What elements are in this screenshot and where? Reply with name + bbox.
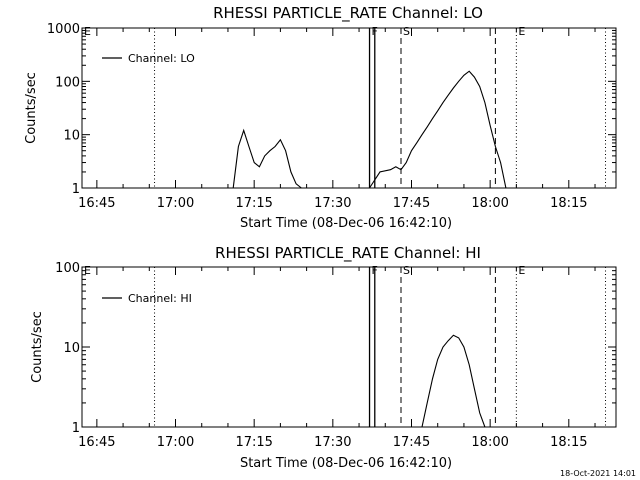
x-axis-label-lo: Start Time (08-Dec-06 16:42:10) [240,216,452,231]
x-tick-label-hi: 18:00 [471,435,508,450]
y-tick-label-lo: 100 [55,75,80,90]
timestamp-label: 18-Oct-2021 14:01 [560,469,636,478]
series-line-lo [232,70,507,189]
plot-area-lo: 16:45 17:00 17:15 17:30 17:45 18:00 18:15 1 10 10… [47,22,617,211]
x-tick-label-lo: 18:00 [471,196,508,211]
x-tick-label-hi: 16:45 [78,435,115,450]
plot-frame-hi [81,266,617,428]
marker-flag-lo: F [372,25,378,38]
legend-label-hi: Channel: HI [128,292,192,305]
x-tick-label-hi: 17:45 [393,435,430,450]
y-tick-label-hi: 10 [63,341,80,356]
y-tick-label-lo: 10 [63,129,80,144]
plot-area-hi: 16:45 17:00 17:15 17:30 17:45 18:00 18:15 1 10 10… [55,261,617,450]
marker-flag-hi: E [518,264,525,277]
y-tick-label-lo: 1000 [47,22,80,37]
marker-flag-hi: F [372,264,378,277]
chart-title-hi: RHESSI PARTICLE_RATE Channel: HI [215,244,481,263]
x-axis-label-hi: Start Time (08-Dec-06 16:42:10) [240,456,452,471]
y-tick-label-hi: 100 [55,261,80,276]
y-axis-label-lo: Counts/sec [24,72,39,144]
panel-lo: RHESSI PARTICLE_RATE Channel: LO Start T… [24,4,617,231]
x-tick-label-lo: 17:45 [393,196,430,211]
x-tick-label-hi: 17:15 [235,435,272,450]
marker-flag-hi: S [403,264,410,277]
x-tick-label-lo: 17:15 [235,196,272,211]
panel-hi: RHESSI PARTICLE_RATE Channel: HI Start T… [30,244,617,471]
series-line-hi [421,334,486,428]
marker-flag-lo: E [518,25,525,38]
marker-flag-lo: E [84,25,91,38]
x-tick-label-lo: 18:15 [550,196,587,211]
x-tick-label-hi: 17:30 [314,435,351,450]
x-tick-label-hi: 18:15 [550,435,587,450]
y-tick-label-lo: 1 [72,182,80,197]
y-axis-label-hi: Counts/sec [30,311,45,383]
marker-flag-hi: E [84,264,91,277]
marker-flag-lo: S [403,25,410,38]
x-tick-label-hi: 17:00 [157,435,194,450]
y-tick-label-hi: 1 [72,421,80,436]
chart-title-lo: RHESSI PARTICLE_RATE Channel: LO [213,4,483,23]
legend-label-lo: Channel: LO [128,52,195,65]
x-tick-label-lo: 16:45 [78,196,115,211]
x-tick-label-lo: 17:00 [157,196,194,211]
x-tick-label-lo: 17:30 [314,196,351,211]
